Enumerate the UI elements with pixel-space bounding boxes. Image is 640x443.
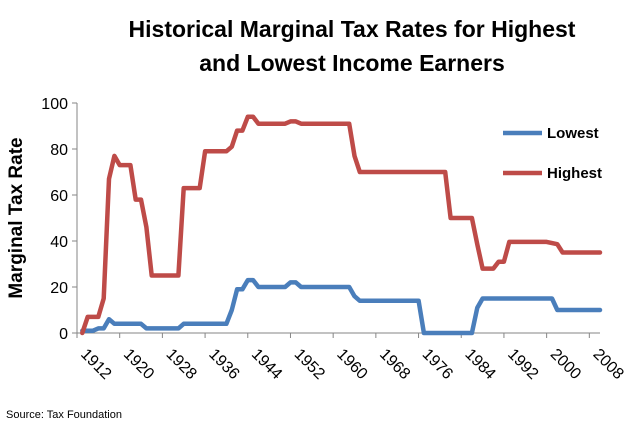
x-tick-label: 1960 <box>333 346 370 383</box>
series-line-highest <box>80 114 603 336</box>
x-tick-label: 1968 <box>376 346 413 383</box>
x-tick-label: 1912 <box>77 346 114 383</box>
legend-label-lowest: Lowest <box>547 125 599 142</box>
y-tick-label: 60 <box>50 188 68 205</box>
chart-title-line-2: and Lowest Income Earners <box>199 50 504 76</box>
x-tick-label: 2008 <box>589 346 626 383</box>
legend-label-highest: Highest <box>547 165 602 182</box>
series-line-lowest <box>80 277 603 336</box>
source-note: Source: Tax Foundation <box>6 409 122 421</box>
y-tick-label: 20 <box>50 280 68 297</box>
y-axis-label: Marginal Tax Rate <box>6 137 27 298</box>
y-tick-label: 100 <box>41 96 68 113</box>
y-tick-label: 0 <box>59 326 68 343</box>
x-tick-label: 1952 <box>291 346 328 383</box>
x-tick-label: 1984 <box>461 346 498 383</box>
legend: Lowest Highest <box>503 125 602 182</box>
x-tick-label: 1936 <box>205 346 242 383</box>
y-tick-label: 80 <box>50 142 68 159</box>
x-tick-label: 1976 <box>419 346 456 383</box>
chart-title-line-1: Historical Marginal Tax Rates for Highes… <box>129 16 576 42</box>
series-lines <box>80 114 603 336</box>
y-tick-label: 40 <box>50 234 68 251</box>
x-tick-label: 2000 <box>547 346 584 383</box>
x-tick-label: 1944 <box>248 346 285 383</box>
x-tick-label: 1920 <box>120 346 157 383</box>
x-tick-label: 1928 <box>163 346 200 383</box>
y-axis: 0 20 40 60 80 100 <box>41 96 78 343</box>
x-tick-label: 1992 <box>504 346 541 383</box>
x-axis: 1912 1920 1928 1936 1944 1952 1960 1968 1976 1984… <box>76 332 627 383</box>
